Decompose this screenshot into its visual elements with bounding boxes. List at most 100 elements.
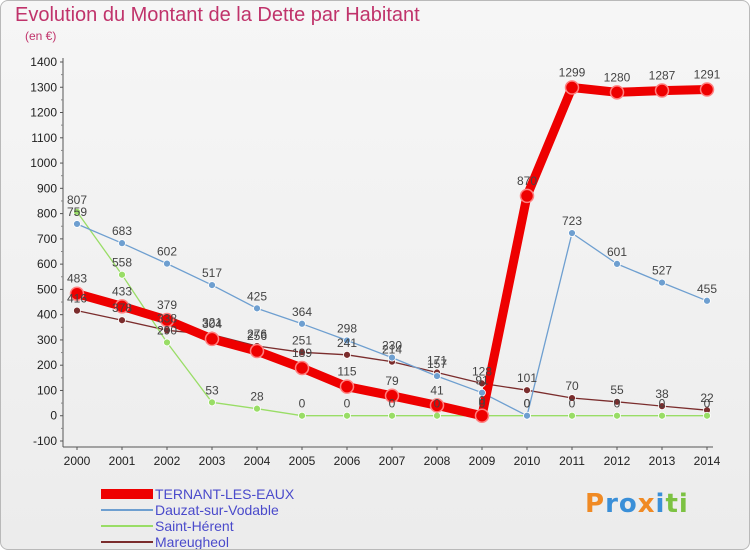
x-tick-label: 2001 — [109, 454, 136, 468]
data-label: 0 — [389, 397, 396, 411]
data-point — [163, 259, 171, 268]
data-label: 171 — [427, 354, 447, 368]
data-point — [703, 296, 711, 305]
data-label: 0 — [524, 397, 531, 411]
data-label: 379 — [157, 298, 177, 312]
legend-label: Dauzat-sur-Vodable — [155, 502, 279, 518]
data-point — [654, 83, 670, 98]
data-label: 807 — [67, 193, 87, 207]
data-point — [568, 394, 576, 402]
data-point — [69, 286, 85, 301]
proxiti-logo: Proxiti — [585, 489, 689, 519]
data-label: 41 — [430, 383, 444, 397]
data-label: 338 — [157, 311, 177, 325]
data-label: 101 — [517, 371, 537, 385]
x-tick-label: 2004 — [244, 454, 271, 468]
x-tick-label: 2010 — [514, 454, 541, 468]
data-label: 79 — [385, 374, 399, 388]
data-point — [343, 411, 351, 420]
data-label: 0 — [344, 397, 351, 411]
data-label: 0 — [614, 397, 621, 411]
y-tick-label: 1300 — [30, 80, 57, 94]
y-tick-label: 1100 — [31, 131, 57, 145]
data-label: 189 — [292, 346, 312, 360]
data-label: 1299 — [559, 66, 586, 80]
data-point — [703, 411, 711, 420]
y-tick-label: 500 — [37, 282, 57, 296]
data-point — [208, 398, 216, 407]
data-point — [298, 348, 306, 357]
data-point — [433, 372, 441, 380]
data-point — [658, 402, 666, 411]
y-tick-label: 1200 — [30, 106, 57, 120]
x-tick-label: 2011 — [559, 454, 585, 468]
data-point — [388, 353, 396, 362]
data-point — [298, 319, 306, 328]
data-point — [523, 386, 531, 395]
data-label: 251 — [292, 333, 312, 347]
data-label: 290 — [157, 323, 177, 337]
data-label: 276 — [247, 327, 267, 341]
legend-swatch — [101, 489, 153, 499]
data-point — [388, 411, 396, 420]
data-label: 321 — [202, 316, 222, 330]
data-point — [568, 411, 576, 420]
data-label: 53 — [205, 383, 219, 397]
data-label: 55 — [610, 383, 624, 397]
data-label: 91 — [475, 374, 489, 388]
chart-legend: TERNANT-LES-EAUX Dauzat-sur-Vodable Sain… — [101, 487, 294, 549]
data-point — [73, 220, 81, 228]
data-point — [204, 331, 220, 347]
data-point — [478, 388, 486, 397]
legend-item: Saint-Hérent — [101, 519, 294, 533]
data-point — [253, 304, 261, 313]
data-point — [163, 338, 171, 347]
data-point — [613, 411, 621, 420]
data-label: 0 — [479, 397, 486, 411]
data-label: 128 — [472, 364, 492, 378]
data-point — [208, 281, 216, 290]
data-label: 0 — [569, 397, 576, 411]
data-label: 517 — [202, 266, 222, 280]
data-label: 0 — [434, 397, 441, 411]
x-tick-label: 2005 — [289, 454, 316, 468]
data-label: 230 — [382, 339, 402, 353]
data-point — [478, 379, 486, 388]
data-label: 416 — [67, 292, 87, 306]
x-tick-label: 2012 — [604, 454, 631, 468]
x-tick-label: 2006 — [334, 454, 361, 468]
data-label: 558 — [112, 256, 132, 270]
data-label: 1291 — [694, 68, 721, 82]
data-point — [118, 316, 126, 325]
legend-item: TERNANT-LES-EAUX — [101, 487, 294, 501]
data-point — [519, 188, 535, 204]
data-label: 378 — [112, 301, 132, 315]
data-point — [564, 80, 580, 95]
data-label: 602 — [157, 245, 177, 259]
data-point — [294, 360, 310, 376]
y-tick-label: 1400 — [30, 55, 57, 69]
legend-label: Saint-Hérent — [155, 518, 234, 534]
data-label: 527 — [652, 264, 672, 278]
data-label: 298 — [337, 321, 357, 335]
chart-subtitle: (en €) — [25, 29, 57, 43]
data-point — [73, 207, 81, 216]
data-point — [159, 312, 175, 328]
data-label: 0 — [659, 397, 666, 411]
data-point — [298, 411, 306, 420]
data-label: 22 — [700, 391, 714, 405]
data-label: 0 — [479, 394, 486, 408]
data-point — [253, 404, 261, 413]
data-label: 870 — [517, 174, 537, 188]
data-label: 304 — [202, 317, 222, 331]
data-point — [613, 259, 621, 268]
data-label: 0 — [704, 397, 711, 411]
y-tick-label: 100 — [37, 383, 57, 397]
y-tick-label: 1000 — [30, 156, 57, 170]
data-label: 214 — [382, 343, 402, 357]
data-point — [658, 278, 666, 287]
y-tick-label: 600 — [37, 257, 57, 271]
data-point — [339, 379, 355, 394]
